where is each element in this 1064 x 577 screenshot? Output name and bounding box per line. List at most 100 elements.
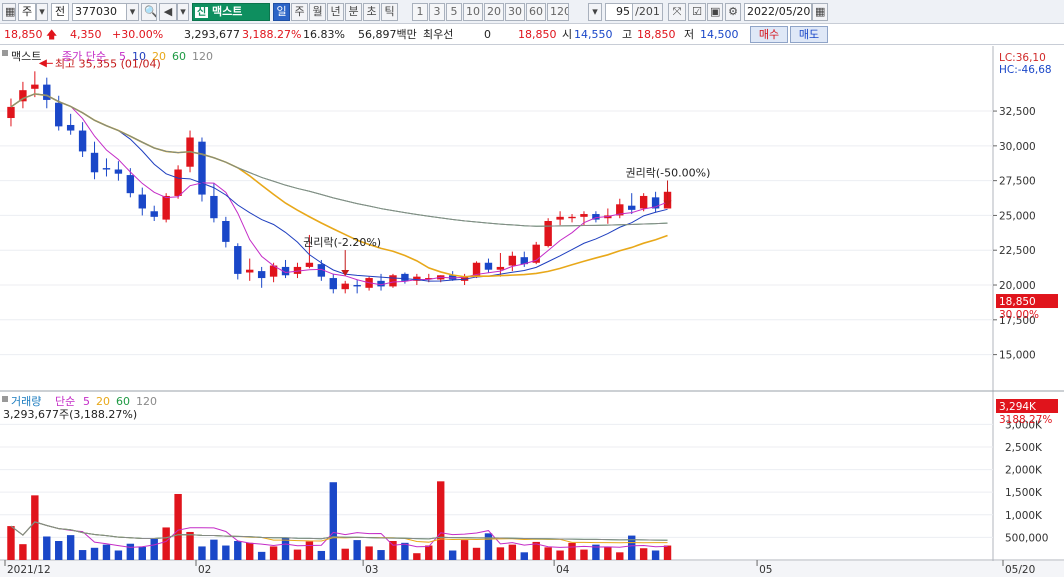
interval-20-button[interactable]: 20 (484, 3, 504, 21)
zoom-icon[interactable]: ⤧ (668, 3, 686, 21)
period-4-button[interactable]: 분 (345, 3, 362, 21)
period-button[interactable]: 전 (51, 3, 69, 21)
volume-bar (544, 547, 552, 560)
up-arrow-icon: 🡅 (46, 28, 58, 41)
price-tick-label: 27,500 (999, 176, 1036, 188)
interval-5-button[interactable]: 5 (446, 3, 462, 21)
volume-bar (651, 550, 660, 560)
high-price: 18,850 (637, 28, 676, 41)
volume-bar (210, 539, 218, 560)
volume-bar (198, 546, 206, 560)
candle-body (78, 130, 87, 152)
volume-ma120-line (10, 521, 668, 541)
candle-body (150, 211, 158, 217)
search-icon[interactable]: 🔍 (141, 3, 157, 21)
volume-bar (78, 550, 87, 560)
period-2-button[interactable]: 월 (309, 3, 326, 21)
interval-120-button[interactable]: 120 (547, 3, 569, 21)
period-6-button[interactable]: 틱 (381, 3, 398, 21)
interval-60-button[interactable]: 60 (526, 3, 546, 21)
volume-bar (484, 533, 493, 560)
interval-3-button[interactable]: 3 (429, 3, 445, 21)
volume-bar (150, 538, 158, 560)
candle-body (31, 84, 39, 89)
volume-bar (126, 543, 135, 560)
legend-period-60: 60 (172, 50, 186, 63)
interval-10-button[interactable]: 10 (463, 3, 483, 21)
volume-legend-period-5: 5 (83, 395, 90, 408)
candle-body (496, 266, 505, 270)
candle-body (556, 216, 564, 220)
volume-bar (604, 546, 612, 560)
price-tick-label: 22,500 (999, 245, 1036, 257)
volume-last-box (996, 399, 1058, 413)
candle-body (341, 283, 349, 290)
stock-chart[interactable]: 32,500 30,000 27,500 25,000 22,500 20,000 17,5… (0, 46, 1064, 577)
buy-button[interactable]: 매수 (750, 26, 788, 43)
stock-name-field[interactable]: 신 맥스트 (192, 3, 270, 21)
volume-bar (174, 493, 182, 560)
candle-body (138, 194, 146, 209)
market-dropdown-icon[interactable]: ▾ (36, 3, 48, 21)
period-3-button[interactable]: 년 (327, 3, 344, 21)
volume-bar (460, 540, 469, 560)
candle-body (532, 244, 540, 263)
candle-body (102, 168, 111, 170)
sell-button[interactable]: 매도 (790, 26, 828, 43)
volume-bar (293, 549, 302, 560)
calendar-icon[interactable]: ▦ (812, 3, 828, 21)
volume-ma5-line (10, 521, 668, 548)
candle-body (460, 276, 469, 281)
volume-bar (639, 548, 648, 560)
time-tick-label: 02 (198, 564, 211, 576)
time-tick-label: 05 (759, 564, 772, 576)
best-price: 18,850 (518, 28, 557, 41)
volume-legend-period-60: 60 (116, 395, 130, 408)
volume-last-pct: 3188.27% (999, 414, 1052, 426)
volume-bar (19, 544, 27, 560)
period-1-button[interactable]: 주 (291, 3, 308, 21)
volume-bar (43, 536, 51, 560)
save-icon[interactable]: ▣ (707, 3, 723, 21)
check-icon[interactable]: ☑ (688, 3, 706, 21)
market-select[interactable]: 주 (18, 3, 36, 21)
volume-bar (592, 544, 600, 560)
candle-body (293, 266, 302, 274)
chart-type-icon[interactable]: ▦ (2, 3, 16, 21)
legend-period-10: 10 (132, 50, 146, 63)
volume-total-label: 3,293,677주(3,188.27%) (3, 408, 137, 421)
period-5-button[interactable]: 초 (363, 3, 380, 21)
volume-bar (425, 545, 433, 560)
interval-dropdown-icon[interactable]: ▾ (588, 3, 602, 21)
volume-bar (616, 552, 624, 560)
last-pct-label: 30.00% (999, 309, 1039, 321)
candle-body (484, 262, 493, 270)
candle-body (246, 269, 254, 273)
interval-1-button[interactable]: 1 (412, 3, 428, 21)
count-input[interactable]: 95 (605, 3, 633, 21)
volume-tick-label: 1,500K (1005, 487, 1043, 499)
price-tick-label: 25,000 (999, 210, 1036, 222)
legend-period-120: 120 (192, 50, 213, 63)
volume-legend-period-20: 20 (96, 395, 110, 408)
speaker-icon[interactable]: ◀ (159, 3, 177, 21)
candle-body (198, 141, 206, 195)
volume-bar (317, 550, 326, 560)
interval-30-button[interactable]: 30 (505, 3, 525, 21)
gear-icon[interactable]: ⚙ (725, 3, 741, 21)
best-label: 최우선 (423, 28, 454, 41)
trade-amount: 56,897백만 (358, 28, 417, 41)
candle-body (425, 278, 433, 280)
time-axis-background (0, 561, 1064, 577)
speaker-dropdown-icon[interactable]: ▾ (177, 3, 189, 21)
date-input[interactable]: 2022/05/20 (744, 3, 812, 21)
period-0-button[interactable]: 일 (273, 3, 290, 21)
volume-bar (556, 550, 564, 560)
candle-body (234, 246, 242, 274)
code-dropdown-icon[interactable]: ▾ (126, 3, 139, 21)
volume-bar (568, 542, 576, 560)
stock-code-input[interactable]: 377030 (72, 3, 127, 21)
candle-body (162, 195, 170, 220)
candle-body (377, 280, 385, 287)
volume-bar (437, 481, 445, 560)
